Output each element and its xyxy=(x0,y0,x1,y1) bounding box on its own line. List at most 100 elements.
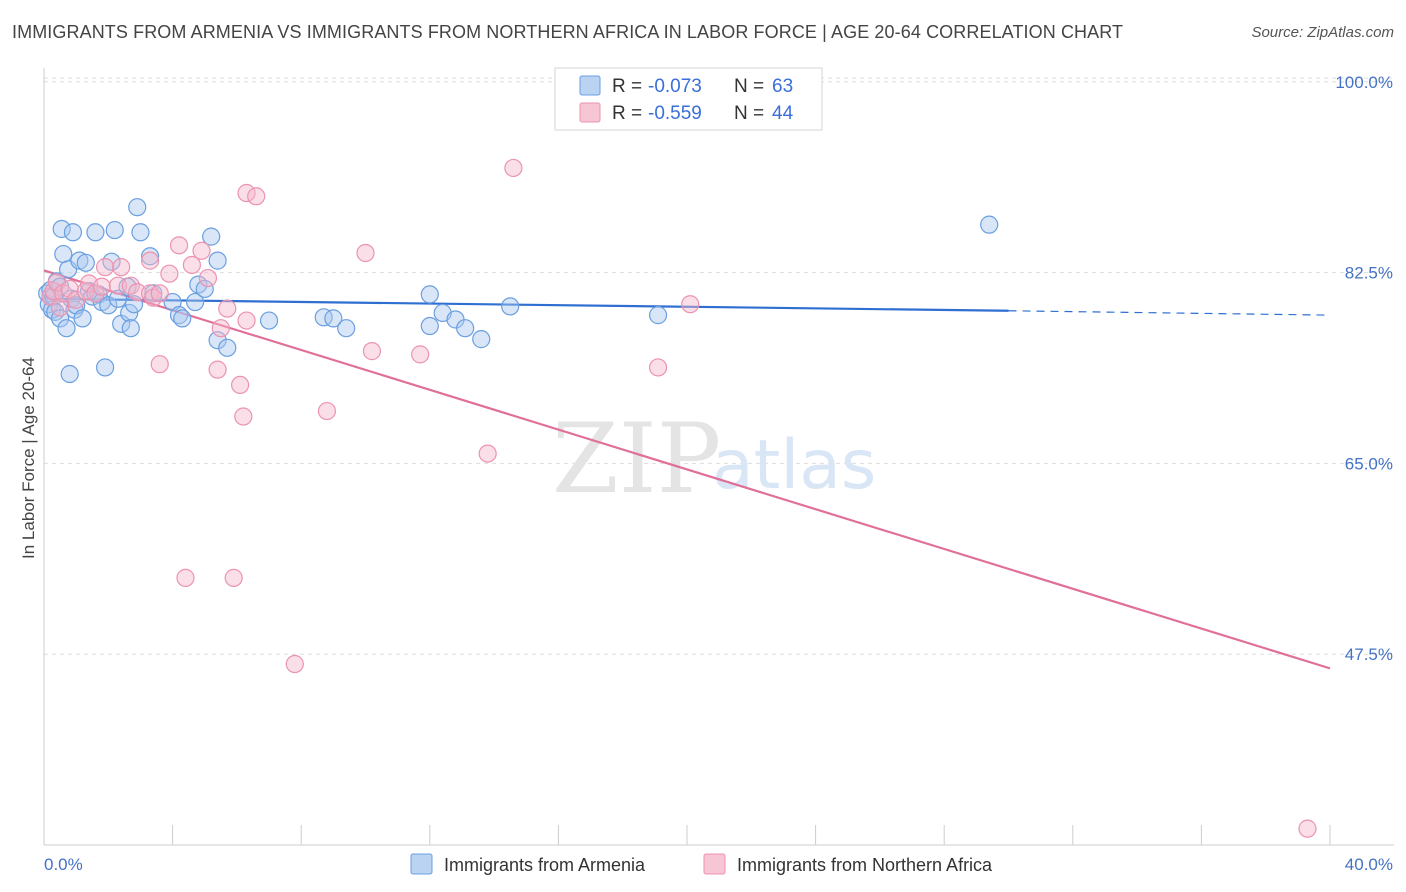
series-legend: Immigrants from Armenia Immigrants from … xyxy=(410,853,993,875)
point-armenia-26 xyxy=(95,358,115,377)
point-armenia-41 xyxy=(169,306,189,325)
point-northern-africa-40 xyxy=(411,345,430,364)
y-tick-labels: 100.0% 82.5% 65.0% 47.5% xyxy=(1335,73,1393,664)
point-armenia-45 xyxy=(195,279,214,299)
point-northern-africa-33 xyxy=(237,311,256,330)
point-armenia-48 xyxy=(208,331,227,350)
legend-swatch-pink xyxy=(579,102,601,123)
point-northern-africa-31 xyxy=(231,375,250,395)
legend-r-label-blue: R = xyxy=(612,76,642,97)
x-tick-label-max: 40.0% xyxy=(1345,855,1393,874)
point-northern-africa-9 xyxy=(86,284,105,303)
point-northern-africa-27 xyxy=(208,360,227,379)
point-armenia-23 xyxy=(86,223,105,242)
point-armenia-50 xyxy=(259,311,279,330)
x-tick-label-min: 0.0% xyxy=(44,855,83,874)
point-northern-africa-44 xyxy=(681,295,700,314)
y-axis-label: In Labor Force | Age 20-64 xyxy=(19,357,38,559)
series-label-northern-africa: Immigrants from Northern Africa xyxy=(737,855,993,875)
point-armenia-10 xyxy=(54,244,73,264)
point-armenia-53 xyxy=(337,319,356,338)
point-armenia-38 xyxy=(140,247,160,266)
point-northern-africa-41 xyxy=(478,444,497,463)
point-northern-africa-15 xyxy=(128,283,147,302)
trend-line-northern-africa xyxy=(43,269,1331,670)
point-northern-africa-11 xyxy=(95,258,115,277)
point-armenia-35 xyxy=(124,295,144,314)
point-armenia-49 xyxy=(218,338,237,357)
point-northern-africa-28 xyxy=(211,319,230,338)
watermark-atlas: atlas xyxy=(712,426,876,505)
source-note: Source: ZipAtlas.com xyxy=(1251,24,1394,41)
point-armenia-20 xyxy=(76,253,95,272)
point-northern-africa-42 xyxy=(504,158,523,178)
chart-title: IMMIGRANTS FROM ARMENIA VS IMMIGRANTS FR… xyxy=(12,22,1124,42)
trend-lines xyxy=(43,269,1331,670)
point-armenia-55 xyxy=(420,316,439,336)
legend-swatch-blue xyxy=(579,75,601,96)
point-armenia-34 xyxy=(121,319,140,338)
point-armenia-9 xyxy=(52,219,71,239)
point-northern-africa-3 xyxy=(50,298,70,317)
point-northern-africa-20 xyxy=(150,355,169,374)
legend-n-label-pink: N = xyxy=(734,103,764,124)
point-armenia-13 xyxy=(60,364,79,384)
point-northern-africa-26 xyxy=(198,268,218,288)
legend-n-label-blue: N = xyxy=(734,76,764,97)
legend-n-value-blue: 63 xyxy=(772,76,793,97)
point-armenia-43 xyxy=(186,292,205,312)
point-northern-africa-13 xyxy=(112,258,131,277)
point-northern-africa-32 xyxy=(234,407,253,426)
legend-n-value-pink: 44 xyxy=(772,103,794,124)
series-swatch-armenia xyxy=(410,853,433,875)
point-armenia-27 xyxy=(99,296,118,315)
point-armenia-52 xyxy=(324,309,343,328)
correlation-legend: R = -0.073 N = 63 R = -0.559 N = 44 xyxy=(554,67,823,131)
point-armenia-15 xyxy=(63,223,83,242)
x-tick-labels: 0.0% 40.0% xyxy=(44,855,1393,874)
point-armenia-42 xyxy=(173,309,192,328)
point-northern-africa-43 xyxy=(648,358,668,377)
trend-line-armenia-extension xyxy=(1008,310,1331,316)
point-armenia-54 xyxy=(420,285,439,304)
point-armenia-30 xyxy=(108,289,128,308)
point-armenia-11 xyxy=(57,319,76,338)
point-northern-africa-17 xyxy=(140,251,160,270)
point-armenia-8 xyxy=(50,309,70,328)
point-armenia-46 xyxy=(202,227,221,246)
point-northern-africa-23 xyxy=(176,568,195,587)
legend-r-value-blue: -0.073 xyxy=(648,76,702,97)
point-northern-africa-35 xyxy=(247,187,266,206)
point-northern-africa-14 xyxy=(121,276,140,295)
grid-lines xyxy=(44,77,1394,655)
point-armenia-29 xyxy=(105,220,124,240)
point-armenia-33 xyxy=(120,303,139,323)
point-armenia-60 xyxy=(501,297,520,316)
point-northern-africa-25 xyxy=(192,241,211,260)
point-northern-africa-21 xyxy=(160,264,179,283)
trend-line-armenia xyxy=(43,297,1009,312)
point-northern-africa-36 xyxy=(285,654,304,674)
data-points xyxy=(38,158,1317,838)
point-northern-africa-24 xyxy=(182,255,201,275)
series-label-armenia: Immigrants from Armenia xyxy=(444,855,646,875)
point-northern-africa-12 xyxy=(108,276,128,295)
axes xyxy=(43,68,1394,846)
point-northern-africa-29 xyxy=(218,299,237,318)
point-armenia-19 xyxy=(73,309,92,328)
y-tick-label-1: 82.5% xyxy=(1345,264,1393,283)
point-armenia-37 xyxy=(131,223,150,242)
watermark-zip: ZIP xyxy=(552,403,721,515)
point-armenia-59 xyxy=(472,330,491,349)
watermark: ZIP atlas xyxy=(552,403,876,515)
point-northern-africa-30 xyxy=(224,568,243,587)
legend-r-value-pink: -0.559 xyxy=(648,103,702,124)
series-swatch-northern-africa xyxy=(703,853,726,875)
point-armenia-61 xyxy=(648,306,668,325)
y-tick-label-3: 47.5% xyxy=(1345,645,1393,664)
y-tick-label-0: 100.0% xyxy=(1335,73,1393,92)
point-northern-africa-45 xyxy=(1298,819,1317,838)
point-armenia-62 xyxy=(980,215,999,234)
legend-r-label-pink: R = xyxy=(612,103,642,124)
